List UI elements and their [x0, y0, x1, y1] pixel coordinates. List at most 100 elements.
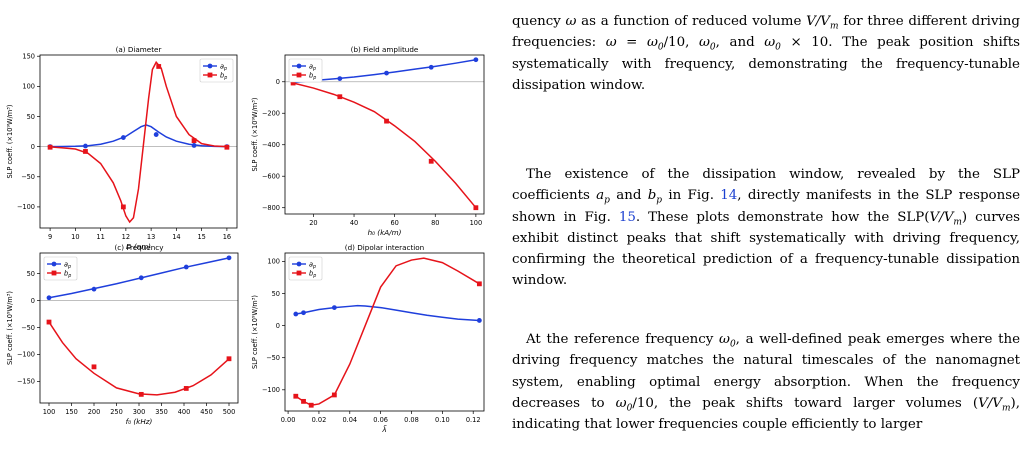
x-tick-label: 10	[71, 233, 79, 241]
data-point-a-p	[138, 275, 144, 281]
data-point-b-p	[331, 392, 337, 398]
x-tick-label: 100	[470, 219, 483, 227]
y-tick-label: −100	[262, 386, 280, 394]
text-run: as a function of reduced volume	[576, 14, 807, 29]
text-run: m	[1001, 403, 1011, 414]
chart-title: (b) Field amplitude	[351, 45, 419, 54]
chart-title: (c) Frequency	[115, 243, 165, 252]
chart-panel-4: (d) Dipolar interaction 0.00 0.02 0.04 0.06 0…	[251, 243, 485, 434]
text-run: . These plots demonstrate how the SLP(	[635, 209, 930, 225]
text-run: ) curves exhibit distinct peaks that shi…	[512, 209, 1020, 289]
data-point-a-p	[183, 264, 189, 270]
text-run: for three different driving frequencies:	[512, 14, 1020, 51]
x-tick-label: 150	[65, 408, 78, 416]
data-point-b-p	[191, 138, 197, 143]
text-run: p	[604, 195, 610, 206]
text-run: /10, the peak shifts toward larger volum…	[632, 395, 979, 411]
data-point-a-p	[207, 63, 213, 69]
x-axis-label: D (nm)	[126, 242, 151, 251]
text-run: in Fig.	[662, 188, 721, 204]
x-tick-label: 0.12	[466, 416, 481, 424]
x-tick-label: 0.10	[435, 416, 450, 424]
y-tick-label: −50	[21, 173, 35, 181]
chart-title: (d) Dipolar interaction	[345, 243, 424, 252]
data-point-b-p	[224, 144, 230, 150]
y-tick-label: −600	[262, 173, 280, 181]
data-point-a-p	[384, 70, 389, 76]
text-run: , a well-defined peak emerges where the …	[512, 332, 1020, 411]
y-tick-label: 0	[276, 78, 280, 86]
text-run: 0	[657, 42, 664, 53]
paragraph-1: quency ω as a function of reduced volume…	[512, 11, 1020, 96]
text-run: ω	[565, 14, 577, 29]
y-tick-label: 50	[272, 290, 280, 298]
legend-box	[43, 256, 78, 281]
x-tick-label: 250	[110, 408, 123, 416]
x-tick-label: 200	[88, 408, 101, 416]
y-tick-label: −400	[262, 141, 280, 149]
x-tick-label: 350	[155, 408, 168, 416]
data-point-a-p	[473, 57, 479, 63]
data-point-a-p	[296, 261, 302, 267]
figure-ref-link[interactable]: 14	[720, 188, 738, 204]
data-point-a-p	[226, 255, 232, 261]
text-run: ω	[605, 35, 617, 51]
data-point-a-p	[51, 261, 57, 267]
data-point-b-p	[183, 386, 189, 391]
data-point-b-p	[428, 158, 434, 164]
text-run: m	[953, 217, 962, 228]
axes-frame	[284, 54, 485, 215]
data-point-b-p	[83, 149, 88, 154]
data-point-a-p	[91, 286, 97, 292]
text-run: ω	[646, 35, 658, 51]
data-point-b-p	[138, 391, 144, 397]
data-point-b-p	[91, 364, 97, 370]
data-point-a-p	[296, 63, 302, 69]
text-run: ω	[764, 35, 776, 51]
legend-label-b-p: bp	[220, 71, 227, 81]
y-tick-label: −150	[17, 378, 35, 386]
y-tick-label: −800	[262, 204, 280, 212]
x-tick-label: 13	[147, 233, 155, 241]
data-point-a-p	[83, 143, 88, 149]
x-tick-label: 0.00	[281, 416, 296, 424]
data-point-b-p	[301, 398, 306, 404]
x-tick-label: 80	[431, 219, 439, 227]
text-run: 0	[729, 339, 736, 350]
data-point-b-p	[156, 64, 162, 69]
figure-ref-link[interactable]: 15	[618, 209, 636, 225]
text-run: 0	[626, 403, 633, 414]
axes-frame	[284, 252, 485, 412]
data-point-a-p	[153, 132, 159, 137]
data-point-b-p	[296, 72, 302, 78]
data-point-a-p	[120, 135, 126, 140]
x-tick-label: 0.08	[404, 416, 419, 424]
data-point-a-p	[46, 295, 52, 301]
y-axis-label: SLP coeff. (×10⁹W/m³)	[6, 105, 14, 179]
data-point-b-p	[476, 281, 482, 287]
data-point-b-p	[51, 270, 57, 276]
data-point-b-p	[290, 80, 296, 86]
text-run: b	[647, 188, 657, 204]
text-run: V/V	[978, 395, 1002, 411]
series-line-b-p	[48, 321, 230, 396]
x-tick-label: 9	[48, 233, 52, 241]
x-tick-label: 0.06	[373, 416, 388, 424]
x-tick-label: 300	[133, 408, 146, 416]
text-run: ω	[699, 35, 710, 51]
data-point-b-p	[308, 402, 314, 408]
x-tick-label: 500	[223, 408, 236, 416]
y-tick-label: 50	[27, 270, 35, 278]
y-tick-label: 0	[276, 322, 280, 330]
plot-area	[46, 255, 232, 397]
legend-label-b-p: bp	[309, 71, 316, 81]
y-tick-label: 100	[267, 258, 280, 266]
y-tick-label: −200	[262, 110, 280, 118]
plot-area	[293, 257, 482, 408]
text-run: , and	[715, 35, 765, 51]
y-axis-label: SLP coeff. (×10⁹W/m³)	[251, 295, 259, 369]
data-point-a-p	[331, 305, 337, 310]
